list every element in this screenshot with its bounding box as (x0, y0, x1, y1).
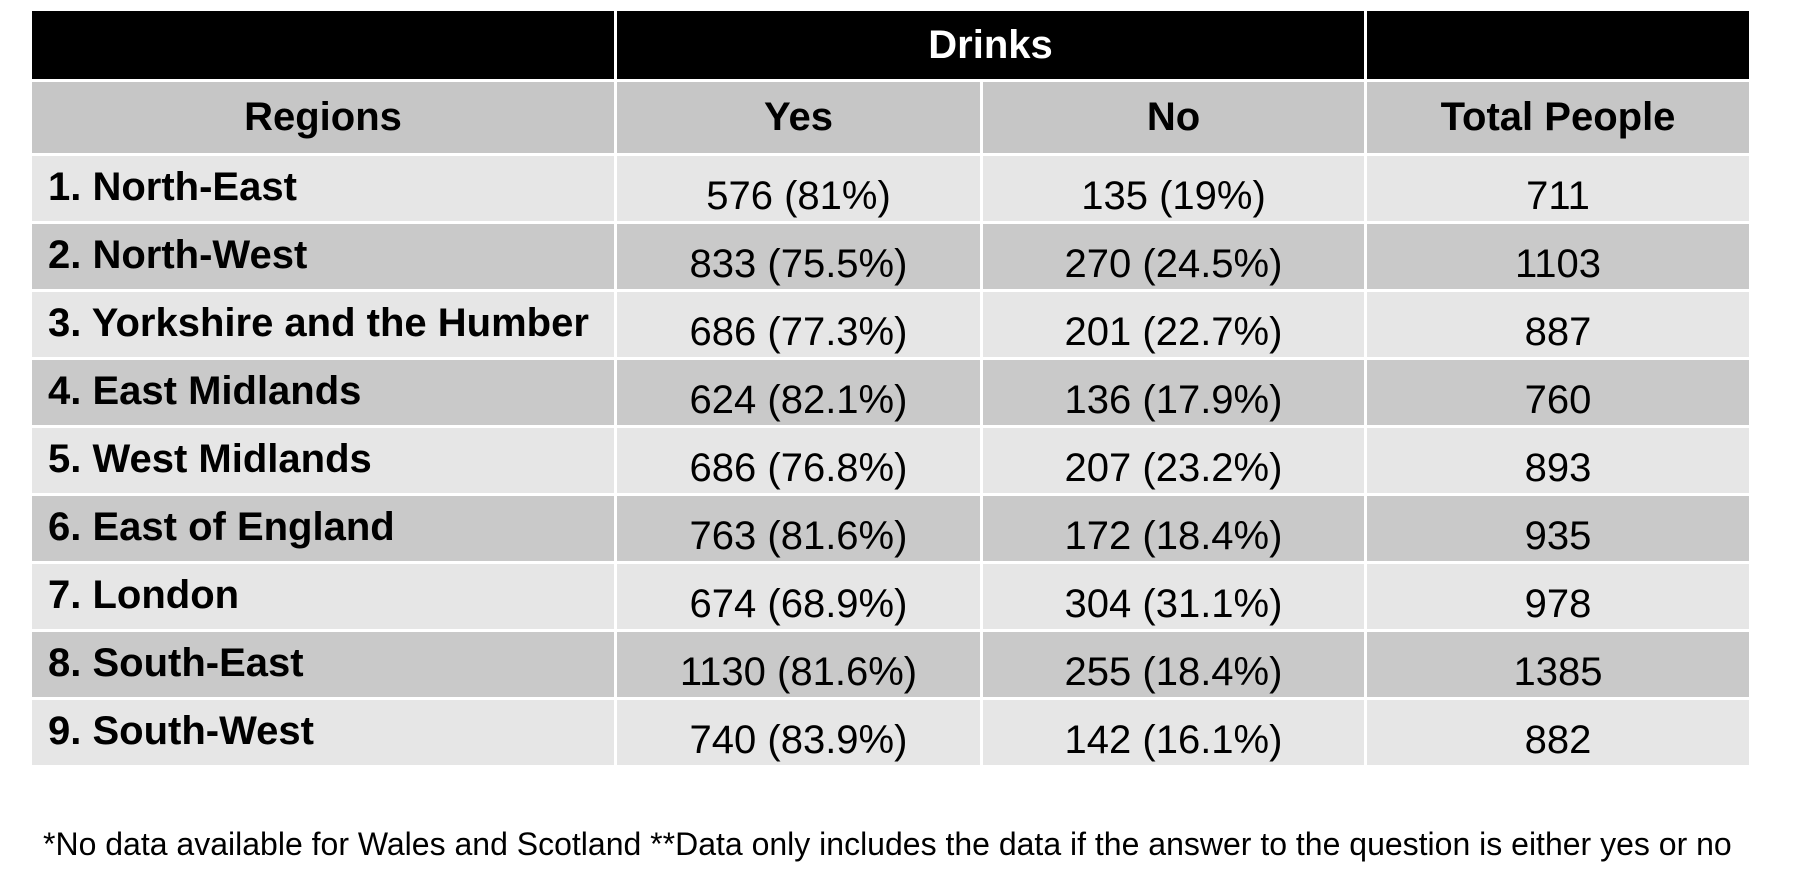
yes-cell: 624 (82.1%) (614, 357, 983, 428)
no-cell: 304 (31.1%) (980, 561, 1367, 632)
column-header-no: No (980, 79, 1367, 156)
table-row: 6. East of England 763 (81.6%) 172 (18.4… (29, 493, 1752, 564)
column-header-row: Regions Yes No Total People (29, 79, 1752, 156)
yes-cell: 833 (75.5%) (614, 221, 983, 292)
yes-cell: 686 (76.8%) (614, 425, 983, 496)
region-cell: 4. East Midlands (29, 357, 617, 428)
column-header-regions: Regions (29, 79, 617, 156)
table-row: 4. East Midlands 624 (82.1%) 136 (17.9%)… (29, 357, 1752, 428)
no-cell: 142 (16.1%) (980, 697, 1367, 768)
column-header-yes: Yes (614, 79, 983, 156)
table-row: 7. London 674 (68.9%) 304 (31.1%) 978 (29, 561, 1752, 632)
total-cell: 935 (1364, 493, 1752, 564)
no-cell: 135 (19%) (980, 153, 1367, 224)
table-footnote: *No data available for Wales and Scotlan… (43, 826, 1732, 862)
region-cell: 2. North-West (29, 221, 617, 292)
region-cell: 3. Yorkshire and the Humber (29, 289, 617, 360)
table-row: 1. North-East 576 (81%) 135 (19%) 711 (29, 153, 1752, 224)
yes-cell: 674 (68.9%) (614, 561, 983, 632)
yes-cell: 740 (83.9%) (614, 697, 983, 768)
yes-cell: 763 (81.6%) (614, 493, 983, 564)
column-header-total-people: Total People (1364, 79, 1752, 156)
total-cell: 887 (1364, 289, 1752, 360)
region-cell: 6. East of England (29, 493, 617, 564)
total-cell: 1103 (1364, 221, 1752, 292)
no-cell: 172 (18.4%) (980, 493, 1367, 564)
region-cell: 7. London (29, 561, 617, 632)
region-cell: 1. North-East (29, 153, 617, 224)
table-row: 3. Yorkshire and the Humber 686 (77.3%) … (29, 289, 1752, 360)
title-spacer-left (29, 8, 617, 82)
no-cell: 270 (24.5%) (980, 221, 1367, 292)
region-cell: 5. West Midlands (29, 425, 617, 496)
group-header-drinks: Drinks (614, 8, 1367, 82)
region-cell: 9. South-West (29, 697, 617, 768)
no-cell: 207 (23.2%) (980, 425, 1367, 496)
yes-cell: 1130 (81.6%) (614, 629, 983, 700)
total-cell: 760 (1364, 357, 1752, 428)
table-row: 2. North-West 833 (75.5%) 270 (24.5%) 11… (29, 221, 1752, 292)
yes-cell: 686 (77.3%) (614, 289, 983, 360)
table-title-row: Drinks (29, 8, 1752, 82)
total-cell: 893 (1364, 425, 1752, 496)
no-cell: 255 (18.4%) (980, 629, 1367, 700)
title-spacer-right (1364, 8, 1752, 82)
drinks-by-region-table: Drinks Regions Yes No Total People 1. No… (29, 8, 1752, 768)
table-row: 8. South-East 1130 (81.6%) 255 (18.4%) 1… (29, 629, 1752, 700)
no-cell: 201 (22.7%) (980, 289, 1367, 360)
region-cell: 8. South-East (29, 629, 617, 700)
total-cell: 711 (1364, 153, 1752, 224)
no-cell: 136 (17.9%) (980, 357, 1367, 428)
total-cell: 978 (1364, 561, 1752, 632)
yes-cell: 576 (81%) (614, 153, 983, 224)
total-cell: 882 (1364, 697, 1752, 768)
total-cell: 1385 (1364, 629, 1752, 700)
table-row: 9. South-West 740 (83.9%) 142 (16.1%) 88… (29, 697, 1752, 768)
table-row: 5. West Midlands 686 (76.8%) 207 (23.2%)… (29, 425, 1752, 496)
